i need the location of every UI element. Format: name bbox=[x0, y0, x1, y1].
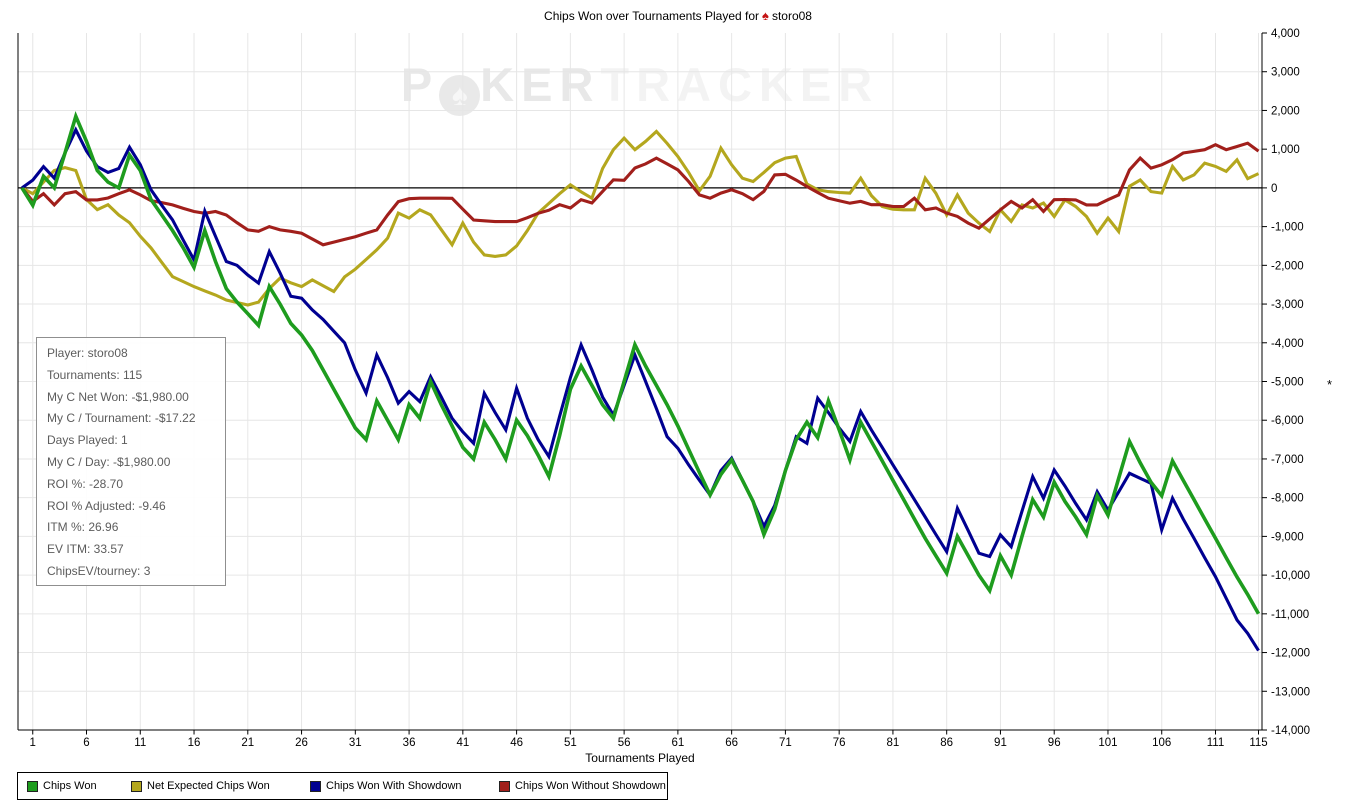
y-tick-label: -14,000 bbox=[1271, 725, 1310, 737]
y-tick-label: 1,000 bbox=[1271, 144, 1300, 156]
legend-label-net-expected: Net Expected Chips Won bbox=[147, 780, 270, 792]
x-tick-label: 16 bbox=[188, 737, 201, 749]
legend-label-chips-won: Chips Won bbox=[43, 780, 97, 792]
y-tick-label: -1,000 bbox=[1271, 222, 1304, 234]
x-tick-label: 31 bbox=[349, 737, 362, 749]
y-tick-label: 3,000 bbox=[1271, 67, 1300, 79]
x-tick-label: 36 bbox=[403, 737, 416, 749]
x-tick-label: 61 bbox=[671, 737, 684, 749]
y-tick-label: -10,000 bbox=[1271, 570, 1310, 582]
stats-line-days-played: Days Played: 1 bbox=[47, 433, 128, 448]
y-tick-label: -8,000 bbox=[1271, 493, 1304, 505]
x-tick-label: 51 bbox=[564, 737, 577, 749]
x-tick-label: 91 bbox=[994, 737, 1007, 749]
chart-title-player: storo08 bbox=[771, 9, 812, 23]
x-tick-label: 46 bbox=[510, 737, 523, 749]
stats-line-tournaments: Tournaments: 115 bbox=[47, 367, 143, 382]
legend-item-net-expected: Net Expected Chips Won bbox=[131, 780, 270, 792]
stats-line-per-day: My C / Day: -$1,980.00 bbox=[47, 454, 171, 469]
x-tick-label: 26 bbox=[295, 737, 308, 749]
legend-swatch-net-expected bbox=[131, 780, 142, 792]
y-tick-label: -5,000 bbox=[1271, 377, 1304, 389]
chart-title: Chips Won over Tournaments Played for ♠ st… bbox=[0, 8, 1356, 23]
y-tick-label: -13,000 bbox=[1271, 686, 1310, 698]
watermark-text-light: TRACKER bbox=[600, 58, 880, 111]
stats-line-net-won: My C Net Won: -$1,980.00 bbox=[47, 389, 189, 404]
y-tick-label: -4,000 bbox=[1271, 338, 1304, 350]
x-axis-title: Tournaments Played bbox=[585, 751, 695, 765]
stats-line-itm: ITM %: 26.96 bbox=[47, 520, 119, 535]
legend-item-chips-won: Chips Won bbox=[27, 780, 97, 792]
y-tick-label: -11,000 bbox=[1271, 609, 1309, 621]
spade-icon: ♠ bbox=[762, 8, 769, 23]
chart-title-text: Chips Won over Tournaments Played for bbox=[544, 9, 760, 23]
series-line bbox=[20, 141, 1260, 247]
y-tick-label: 4,000 bbox=[1271, 28, 1300, 40]
stats-line-roi: ROI %: -28.70 bbox=[47, 476, 124, 491]
y-tick-label: 0 bbox=[1271, 183, 1277, 195]
x-tick-label: 115 bbox=[1249, 737, 1267, 749]
x-tick-label: 111 bbox=[1207, 737, 1224, 749]
series-line bbox=[21, 126, 1260, 652]
legend-swatch-with-showdown bbox=[310, 780, 321, 792]
x-tick-label: 106 bbox=[1152, 737, 1171, 749]
poker-chip-icon: ♠ bbox=[439, 75, 481, 116]
stats-line-ev-itm: EV ITM: 33.57 bbox=[47, 542, 124, 557]
stats-line-chipsev: ChipsEV/tourney: 3 bbox=[47, 563, 151, 578]
series-line bbox=[21, 129, 1260, 307]
watermark-text: P bbox=[400, 58, 440, 111]
stats-line-per-tournament: My C / Tournament: -$17.22 bbox=[47, 411, 196, 426]
player-stats-box: Player: storo08 Tournaments: 115 My C Ne… bbox=[36, 337, 226, 586]
watermark-text: KER bbox=[480, 58, 601, 111]
y-tick-label: -7,000 bbox=[1271, 454, 1304, 466]
x-tick-label: 56 bbox=[618, 737, 631, 749]
legend-label-without-showdown: Chips Won Without Showdown bbox=[515, 780, 666, 792]
stats-line-roi-adjusted: ROI % Adjusted: -9.46 bbox=[47, 498, 166, 513]
legend-item-with-showdown: Chips Won With Showdown bbox=[310, 780, 462, 792]
y-tick-label: -12,000 bbox=[1271, 648, 1310, 660]
y-tick-label: -3,000 bbox=[1271, 299, 1304, 311]
legend-swatch-without-showdown bbox=[499, 780, 510, 792]
stats-line-player: Player: storo08 bbox=[47, 346, 128, 360]
x-tick-label: 11 bbox=[134, 737, 146, 749]
legend-label-with-showdown: Chips Won With Showdown bbox=[326, 780, 462, 792]
x-tick-label: 21 bbox=[241, 737, 254, 749]
y-tick-label: -9,000 bbox=[1271, 531, 1304, 543]
x-tick-label: 96 bbox=[1048, 737, 1061, 749]
y-tick-label: -6,000 bbox=[1271, 415, 1304, 427]
series-line bbox=[20, 110, 1261, 615]
x-tick-label: 86 bbox=[940, 737, 953, 749]
x-tick-label: 76 bbox=[833, 737, 846, 749]
x-tick-label: 101 bbox=[1098, 737, 1117, 749]
pokertracker-watermark: P ♠ KERTRACKER bbox=[18, 57, 1262, 116]
legend-swatch-chips-won bbox=[27, 780, 38, 792]
y-tick-label: -2,000 bbox=[1271, 260, 1304, 272]
x-tick-label: 71 bbox=[779, 737, 792, 749]
x-tick-label: 66 bbox=[725, 737, 738, 749]
y-axis-title: * bbox=[1327, 377, 1333, 392]
x-tick-label: 1 bbox=[30, 737, 36, 749]
x-tick-label: 41 bbox=[456, 737, 469, 749]
legend-item-without-showdown: Chips Won Without Showdown bbox=[499, 780, 666, 792]
x-tick-label: 6 bbox=[83, 737, 89, 749]
x-tick-label: 81 bbox=[887, 737, 900, 749]
legend: Chips Won Net Expected Chips Won Chips W… bbox=[17, 772, 668, 800]
y-tick-label: 2,000 bbox=[1271, 105, 1300, 117]
